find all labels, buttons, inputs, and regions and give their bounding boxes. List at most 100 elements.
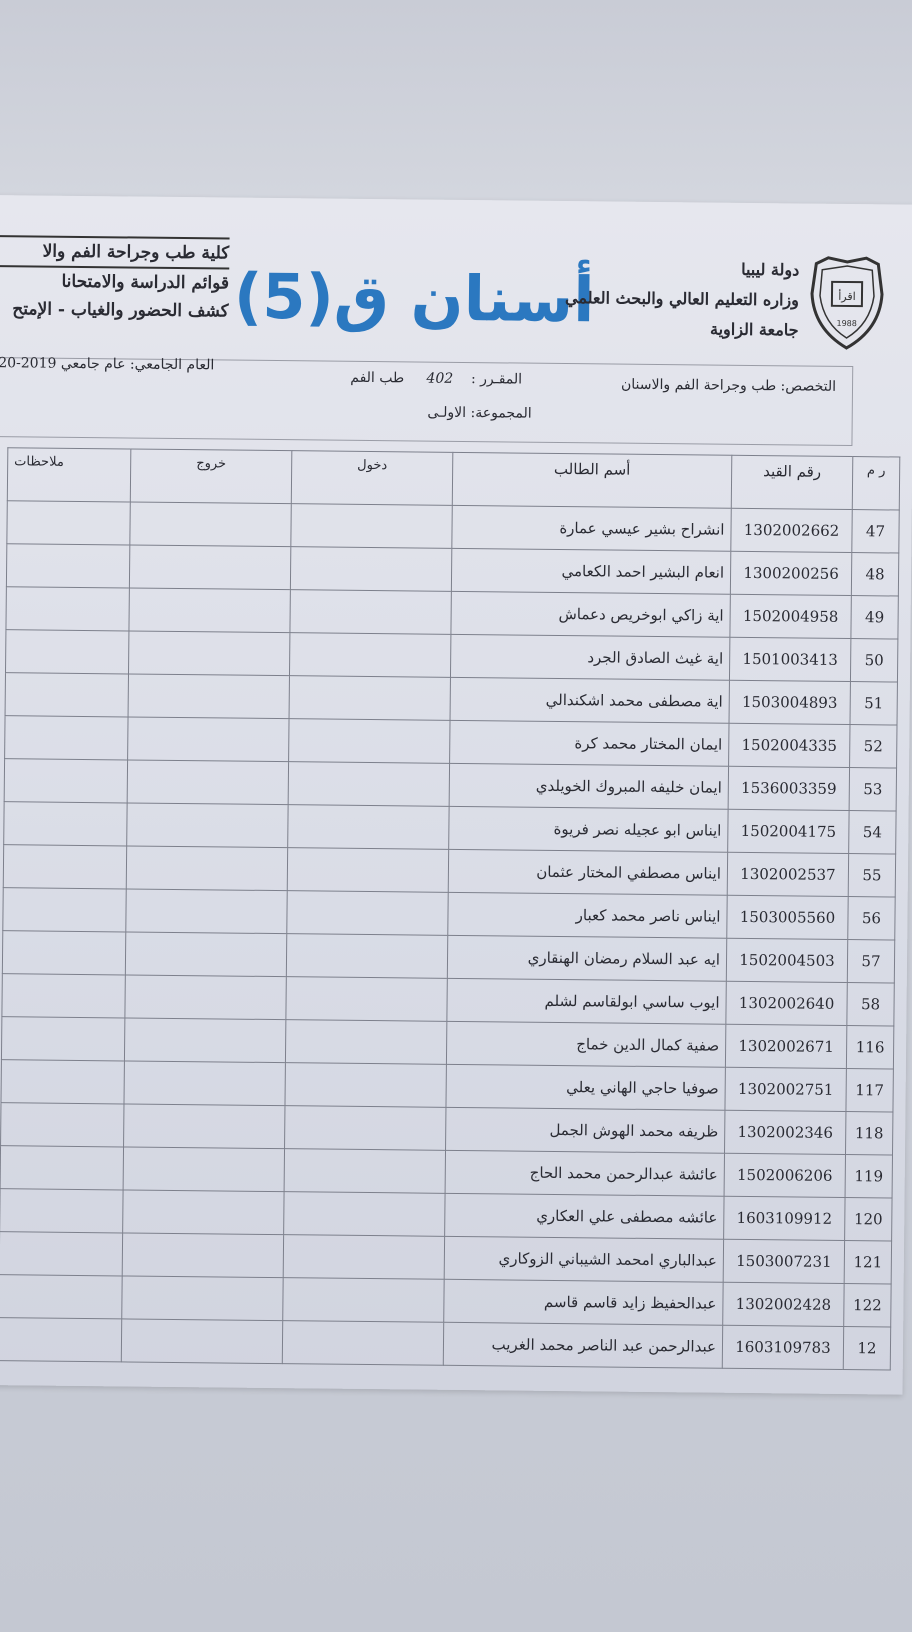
entry-cell (289, 632, 451, 678)
notes-cell (1, 973, 126, 1018)
student-id: 1302002346 (724, 1110, 846, 1155)
notes-cell (5, 672, 129, 717)
notes-cell (6, 543, 130, 588)
row-number: 55 (848, 853, 896, 898)
country: دولة ليبيا (741, 259, 800, 280)
university: جامعة الزاوية (709, 319, 799, 340)
notes-cell (0, 1145, 124, 1190)
entry-cell (285, 1019, 447, 1065)
academic-year: العام الجامعي: عام جامعي 2019-20 (0, 355, 214, 373)
notes-cell (4, 715, 129, 760)
row-number: 47 (851, 509, 900, 554)
exit-cell (129, 544, 291, 590)
row-number: 118 (845, 1111, 893, 1156)
row-number: 53 (849, 767, 897, 812)
student-name: ظريفه محمد الهوش الجمل (445, 1107, 725, 1154)
student-id: 1302002751 (724, 1067, 847, 1112)
row-number: 120 (844, 1197, 893, 1241)
logo-text: اقرأ (838, 289, 856, 303)
header-notes: ملاحظات (7, 447, 131, 502)
student-id: 1300200256 (730, 551, 852, 596)
entry-cell (289, 589, 452, 635)
student-name: انشراح بشير عيسي عمارة (451, 505, 732, 552)
student-id: 1536003359 (728, 766, 850, 811)
student-id: 1502004958 (729, 594, 852, 639)
notes-cell (4, 758, 128, 803)
exit-cell (129, 501, 292, 547)
year-label: العام الجامعي: (129, 356, 215, 374)
attendance-sheet: كلية طب وجراحة الفم والا قوائم الدراسة و… (0, 195, 912, 1395)
notes-cell (0, 1317, 122, 1362)
notes-cell (2, 930, 126, 975)
student-name: ايه عبد السلام رمضان الهنقاري (447, 935, 727, 982)
entry-cell (282, 1277, 445, 1323)
exit-cell (126, 845, 288, 891)
university-logo-icon: اقرأ 1988 (810, 256, 884, 350)
entry-cell (284, 1105, 446, 1151)
row-number: 48 (851, 552, 899, 597)
header-name: أسم الطالب (452, 452, 732, 509)
student-id: 1503004893 (729, 680, 851, 725)
student-id: 1502006206 (724, 1153, 846, 1198)
entry-cell (287, 804, 450, 850)
exit-cell (127, 716, 290, 762)
exit-cell (121, 1318, 283, 1364)
notes-cell (0, 1059, 125, 1104)
notes-cell (6, 500, 131, 545)
course-code: 402 (426, 370, 454, 387)
row-number: 56 (847, 896, 896, 941)
student-id: 1302002662 (730, 508, 853, 553)
group-value: الاولـى (427, 404, 467, 421)
student-name: عائشه مصطفى علي العكاري (444, 1193, 725, 1240)
row-number: 57 (847, 939, 895, 984)
row-number: 52 (849, 724, 897, 769)
exit-cell (128, 630, 290, 676)
row-number: 121 (844, 1240, 892, 1284)
specialty: التخصص: طب وجراحة الفم والاسنان (621, 377, 836, 395)
row-number: 122 (843, 1283, 892, 1327)
student-id: 1302002671 (725, 1024, 847, 1069)
row-number: 58 (846, 982, 895, 1027)
row-number: 50 (850, 638, 898, 683)
entry-cell (288, 718, 451, 764)
header-in: دخول (291, 450, 453, 506)
exit-cell (122, 1232, 284, 1278)
student-name: عبدالرحمن عبد الناصر محمد الغريب (443, 1322, 723, 1369)
course-label: المقـرر : (470, 371, 523, 388)
student-id: 1502004503 (726, 938, 848, 983)
student-name: صفية كمال الدين خماج (446, 1021, 726, 1068)
student-id: 1503005560 (726, 895, 849, 940)
student-id: 1302002537 (727, 852, 849, 897)
entry-cell (284, 1148, 446, 1194)
entry-cell (284, 1062, 447, 1108)
handwritten-note: أسنان ق(5) (233, 259, 595, 337)
exit-cell (124, 974, 287, 1020)
student-name: انعام البشير احمد الكعامي (451, 548, 731, 595)
student-name: عبدالباري امحمد الشيباني الزوكاري (444, 1236, 724, 1283)
department-name: قوائم الدراسة والامتحانا (61, 271, 230, 294)
exit-cell (128, 587, 291, 633)
entry-cell (285, 976, 448, 1022)
entry-cell (286, 933, 448, 979)
exit-cell (123, 1146, 285, 1192)
notes-cell (0, 1231, 123, 1276)
exit-cell (125, 888, 288, 934)
notes-cell (1, 1016, 125, 1061)
entry-cell (288, 761, 450, 807)
entry-cell (286, 890, 449, 936)
entry-cell (287, 847, 449, 893)
row-number: 117 (845, 1068, 894, 1113)
exit-cell (123, 1103, 285, 1149)
student-id: 1302002428 (722, 1282, 845, 1327)
student-id: 1603109912 (723, 1196, 846, 1241)
entry-cell (289, 675, 451, 721)
row-number: 12 (843, 1326, 891, 1370)
notes-cell (5, 629, 129, 674)
entry-cell (290, 546, 452, 592)
year-value: عام جامعي 2019-20 (0, 355, 126, 373)
row-number: 54 (848, 810, 897, 855)
student-id: 1501003413 (729, 637, 851, 682)
student-name: ايوب ساسي ابولقاسم لشلم (446, 978, 727, 1025)
exit-cell (124, 1017, 286, 1063)
group-label: المجموعة: (470, 405, 532, 422)
